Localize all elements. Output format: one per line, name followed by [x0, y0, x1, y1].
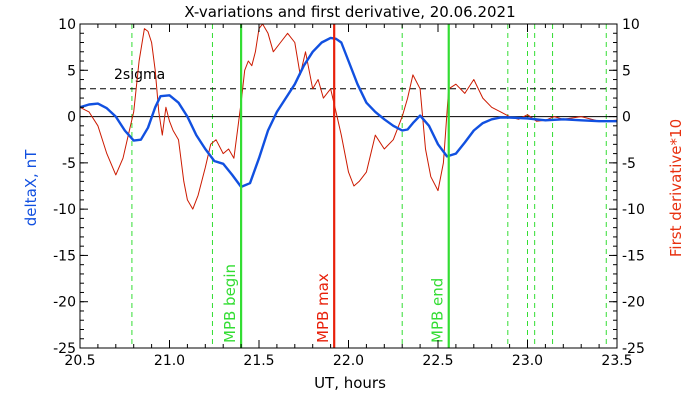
y-tick-label-right-6: -20 — [622, 295, 645, 311]
y-tick-label-left-4: -10 — [53, 202, 76, 218]
y-axis-ticks-left: 10 5 0 -5 -10 -15 -20 -25 — [53, 17, 88, 357]
deltax-series-line — [79, 36, 617, 189]
y-tick-label-left-3: -5 — [62, 156, 76, 172]
y-tick-label-right-4: -10 — [622, 202, 645, 218]
derivative-series-line — [79, 23, 618, 210]
x-tick-label-6: 23.5 — [601, 353, 632, 369]
y-axis-ticks-right: 10 5 0 -5 -10 -15 -20 -25 — [609, 17, 645, 357]
x-tick-label-1: 21.0 — [154, 353, 185, 369]
y-tick-label-right-5: -15 — [622, 248, 645, 264]
series-layer — [79, 23, 618, 210]
reference-lines: 2sigma — [80, 67, 617, 118]
y-tick-label-left-5: -15 — [53, 248, 76, 264]
marker-label-1: MPB max — [314, 273, 332, 343]
x-axis-label: UT, hours — [314, 374, 386, 392]
marker-label-2: MPB end — [429, 278, 447, 343]
marker-layer: MPB begin MPB max MPB end — [221, 24, 450, 348]
y-tick-label-right-2: 0 — [622, 110, 631, 126]
x-tick-label-3: 22.0 — [333, 353, 364, 369]
x-tick-label-2: 21.5 — [243, 353, 274, 369]
y-tick-label-left-7: -25 — [53, 341, 76, 357]
sigma-label: 2sigma — [114, 67, 165, 83]
x-tick-label-0: 20.5 — [64, 353, 95, 369]
y-tick-label-right-3: -5 — [622, 156, 636, 172]
y-tick-label-left-0: 10 — [58, 17, 76, 33]
y-tick-label-right-0: 10 — [622, 17, 640, 33]
marker-label-0: MPB begin — [221, 264, 239, 343]
x-tick-label-5: 23.0 — [512, 353, 543, 369]
x-tick-label-4: 22.5 — [422, 353, 453, 369]
y-tick-label-right-7: -25 — [622, 341, 645, 357]
y-tick-label-left-6: -20 — [53, 295, 76, 311]
y-tick-label-right-1: 5 — [622, 63, 631, 79]
x-axis-ticks: 20.5 21.0 21.5 22.0 22.5 23.0 23.5 — [64, 24, 633, 369]
y-axis-label-left: deltaX, nT — [22, 149, 40, 226]
chart-title: X-variations and first derivative, 20.06… — [184, 3, 515, 21]
dashed-lines — [131, 24, 607, 348]
y-tick-label-left-1: 5 — [67, 63, 76, 79]
y-tick-label-left-2: 0 — [67, 110, 76, 126]
y-axis-label-right: First derivative*10 — [667, 119, 685, 257]
